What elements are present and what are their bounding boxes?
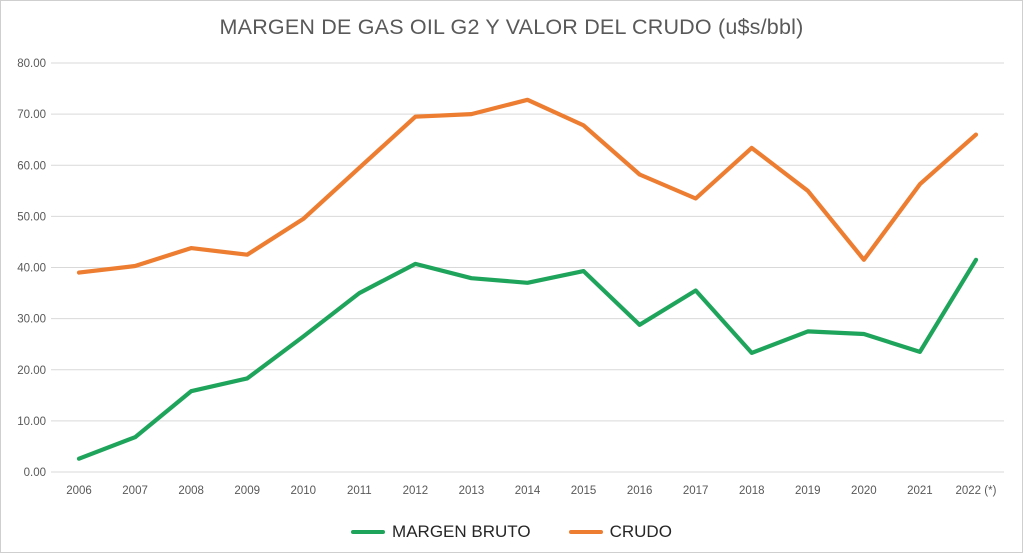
legend-label-margen-bruto: MARGEN BRUTO: [392, 522, 531, 541]
x-axis-tick-label: 2014: [515, 485, 541, 497]
legend-label-crudo: CRUDO: [609, 522, 672, 541]
x-axis-tick-label: 2006: [66, 485, 92, 497]
x-axis-tick-label: 2017: [683, 485, 709, 497]
x-axis-tick-label: 2010: [290, 485, 316, 497]
y-axis-tick-label: 10.00: [17, 416, 46, 428]
legend: MARGEN BRUTO CRUDO: [1, 522, 1022, 542]
y-axis-tick-label: 60.00: [17, 160, 46, 172]
y-axis-tick-label: 80.00: [17, 58, 46, 70]
x-axis-tick-label: 2015: [571, 485, 597, 497]
y-axis-tick-label: 0.00: [24, 467, 46, 479]
x-axis-tick-label: 2019: [795, 485, 821, 497]
x-axis-tick-label: 2012: [403, 485, 429, 497]
x-axis-tick-label: 2022 (*): [956, 485, 997, 497]
series-line-margen-bruto: [76, 257, 979, 461]
x-axis-tick-label: 2016: [627, 485, 653, 497]
x-axis-tick-label: 2018: [739, 485, 765, 497]
y-axis-tick-label: 40.00: [17, 263, 46, 275]
x-axis-tick-label: 2009: [234, 485, 260, 497]
series-line-crudo: [76, 97, 979, 275]
x-axis-tick-label: 2011: [347, 485, 372, 497]
x-axis-tick-label: 2021: [907, 485, 933, 497]
chart-title: MARGEN DE GAS OIL G2 Y VALOR DEL CRUDO (…: [219, 15, 804, 39]
x-axis-tick-label: 2013: [459, 485, 485, 497]
legend-item-crudo: CRUDO: [568, 522, 672, 542]
y-axis-tick-label: 50.00: [17, 211, 46, 223]
x-axis-tick-label: 2007: [122, 485, 148, 497]
y-axis-tick-label: 20.00: [17, 365, 46, 377]
crudo-line-swatch: [568, 530, 603, 534]
y-axis-tick-label: 30.00: [17, 314, 46, 326]
legend-item-margen-bruto: MARGEN BRUTO: [351, 522, 531, 542]
x-axis-tick-label: 2008: [178, 485, 204, 497]
x-axis-tick-label: 2020: [851, 485, 877, 497]
y-axis-tick-label: 70.00: [17, 109, 46, 121]
margen-bruto-line-swatch: [351, 530, 386, 534]
